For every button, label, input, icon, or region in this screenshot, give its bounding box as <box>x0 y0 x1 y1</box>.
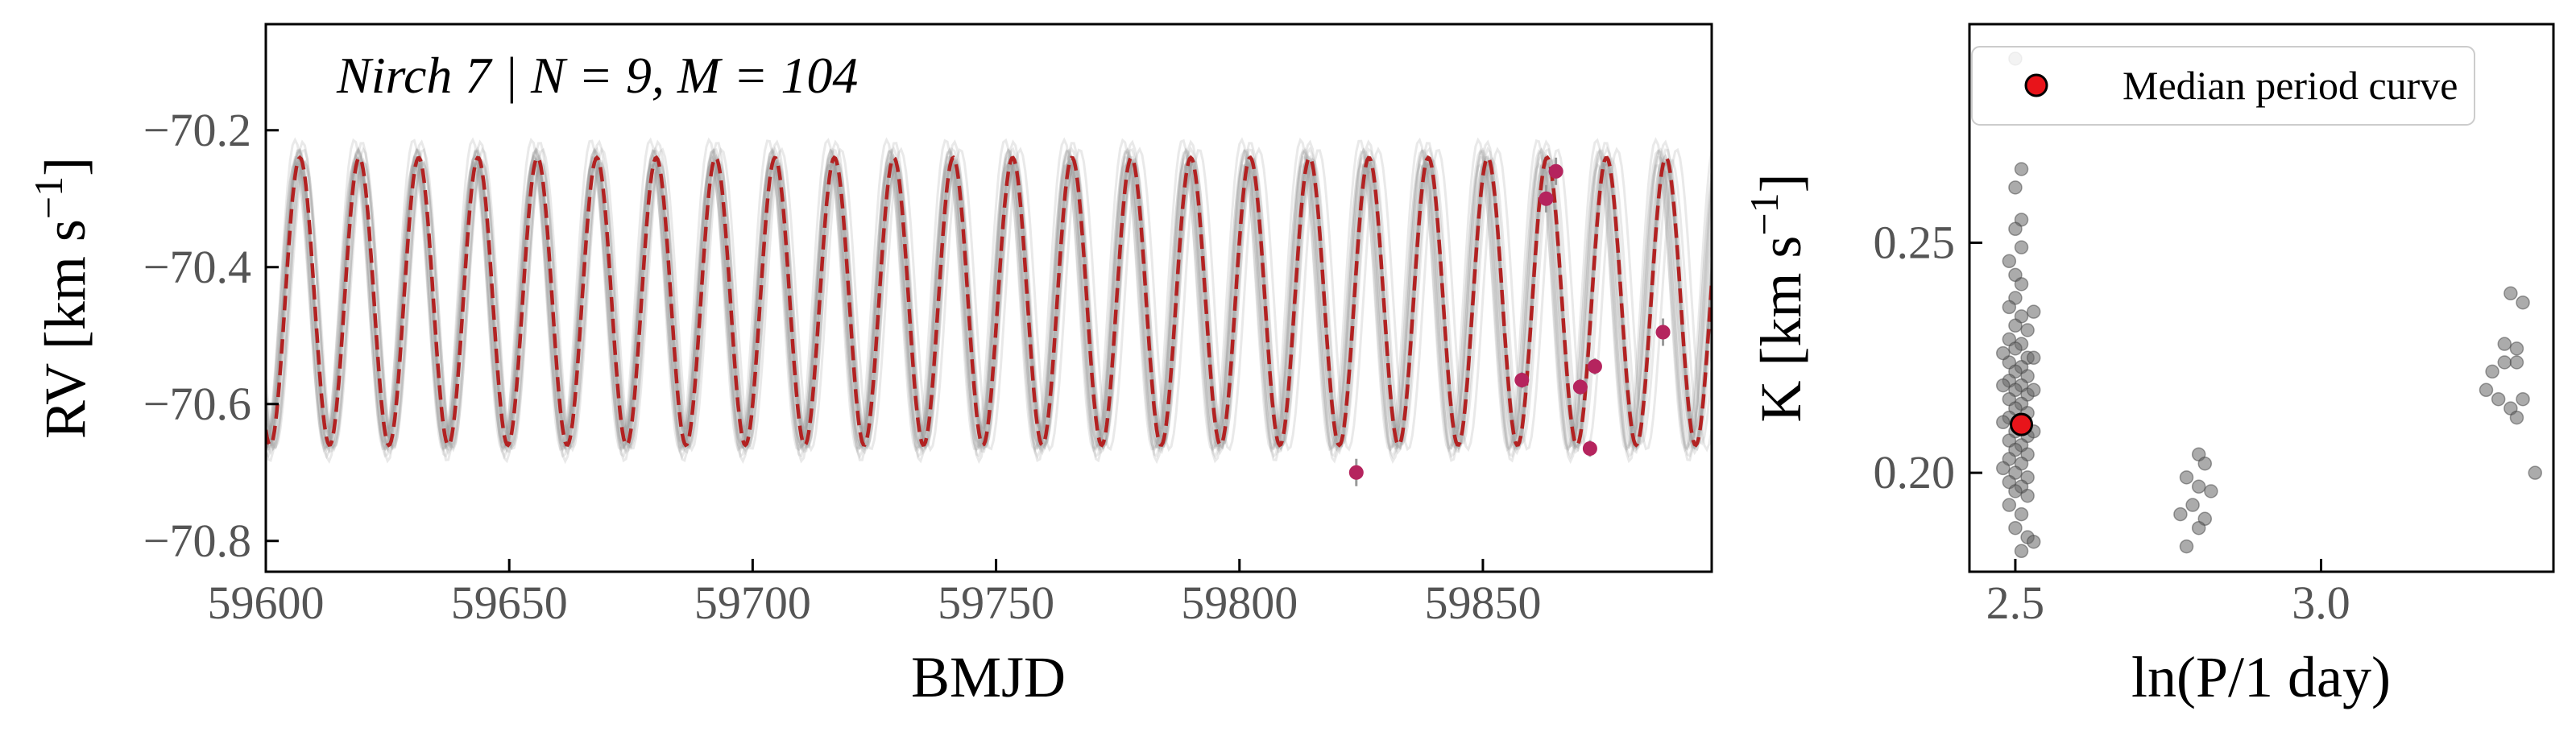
period-sample-point <box>2528 465 2542 480</box>
k-period-plot-frame <box>1968 23 2555 573</box>
rv-y-tick-label: −70.6 <box>143 378 251 430</box>
rv-sample-curve <box>266 159 1712 432</box>
rv-x-tick-label: 59800 <box>1181 577 1298 629</box>
rv-x-tick-label: 59600 <box>208 577 325 629</box>
period-sample-point <box>2497 355 2512 370</box>
period-sample-point <box>2497 337 2512 351</box>
period-sample-point <box>2173 507 2188 522</box>
rv-x-axis-label: BMJD <box>911 645 1066 709</box>
legend: Median period curve <box>1971 46 2475 126</box>
period-sample-point <box>2179 470 2194 485</box>
period-sample-point <box>1996 461 2011 476</box>
k-period-x-tick-label: 2.5 <box>1986 577 2045 629</box>
rv-data-point <box>1548 163 1563 179</box>
period-sample-point <box>1996 415 2011 430</box>
rv-sample-curve <box>266 157 1712 448</box>
rv-data-point <box>1514 373 1530 387</box>
k-period-y-tick-label: 0.20 <box>1874 446 1956 498</box>
rv-y-tick-label: −70.2 <box>143 104 251 156</box>
rv-data-point <box>1539 191 1554 206</box>
rv-median-curve <box>266 155 1712 448</box>
period-sample-point <box>2020 488 2035 503</box>
rv-x-tick-label: 59650 <box>451 577 568 629</box>
period-sample-point <box>2204 484 2218 498</box>
rv-sample-curve <box>266 161 1712 445</box>
period-sample-point <box>2014 507 2029 522</box>
period-sample-point <box>2014 162 2029 176</box>
period-sample-point <box>2002 300 2017 315</box>
period-sample-point <box>2020 323 2035 337</box>
k-period-x-tick-label: 3.0 <box>2292 577 2350 629</box>
rv-data-point <box>1587 359 1602 374</box>
legend-box <box>1971 46 2475 126</box>
period-sample-point <box>1996 378 2011 393</box>
legend-label-median: Median period curve <box>2123 63 2458 108</box>
period-sample-point <box>2509 341 2524 356</box>
period-sample-point <box>2002 498 2017 512</box>
period-sample-point <box>2026 350 2041 366</box>
period-sample-point <box>2014 240 2029 254</box>
rv-data-point <box>1655 325 1671 340</box>
period-sample-point <box>2014 544 2029 559</box>
period-sample-point <box>2509 410 2524 425</box>
period-sample-point <box>2191 520 2206 535</box>
rv-plot-area <box>266 137 1712 486</box>
period-sample-point <box>2008 318 2023 333</box>
rv-x-tick-label: 59700 <box>694 577 811 629</box>
median-period-point <box>2010 412 2034 436</box>
period-sample-point <box>2509 355 2524 370</box>
rv-x-tick-label: 59850 <box>1424 577 1541 629</box>
rv-panel: 59600 59650 59700 59750 59800 59850 −70.2 −70.4… <box>26 23 1713 709</box>
rv-sample-curve <box>266 154 1712 460</box>
rv-sample-curve <box>266 147 1712 465</box>
period-sample-point <box>2491 391 2506 407</box>
rv-sample-curve <box>266 160 1712 436</box>
rv-plot-frame <box>264 23 1713 573</box>
k-period-y-axis-label: K [km s−1] <box>1741 173 1813 422</box>
rv-sample-curve <box>266 147 1712 453</box>
rv-y-axis-label: RV [km s−1] <box>26 157 97 439</box>
rv-sample-curve <box>266 137 1712 453</box>
period-sample-point <box>2516 391 2530 407</box>
rv-ticks: 59600 59650 59700 59750 59800 59850 −70.2 −70.4… <box>143 104 1542 629</box>
period-sample-point <box>2008 180 2023 195</box>
period-sample-point <box>2026 304 2041 319</box>
period-sample-point <box>2485 364 2499 379</box>
rv-data-point <box>1348 465 1364 480</box>
rv-panel-title: Nirch 7 | N = 9, M = 104 <box>336 47 858 104</box>
period-sample-point <box>2026 382 2041 398</box>
period-sample-point <box>2014 277 2029 292</box>
k-period-panel: 2.5 3.0 0.20 0.25 Median period curve ln(P/… <box>1741 23 2555 709</box>
rv-y-tick-label: −70.4 <box>143 241 251 293</box>
period-sample-point <box>2191 479 2206 494</box>
period-sample-point <box>2197 456 2213 471</box>
k-period-ticks: 2.5 3.0 0.20 0.25 <box>1874 216 2350 629</box>
period-sample-point <box>2479 382 2494 398</box>
period-sample-point <box>2008 341 2023 356</box>
k-period-plot-area <box>1996 52 2542 559</box>
period-sample-point <box>2504 286 2518 301</box>
rv-sample-curve <box>266 147 1712 451</box>
period-sample-point <box>2008 520 2023 535</box>
period-sample-point <box>2185 498 2200 512</box>
k-period-x-axis-label: ln(P/1 day) <box>2131 645 2391 709</box>
rv-y-tick-label: −70.8 <box>143 515 251 567</box>
rv-x-tick-label: 59750 <box>938 577 1054 629</box>
period-sample-point <box>2516 295 2530 310</box>
period-sample-point <box>2008 484 2023 498</box>
period-sample-point <box>2179 539 2194 554</box>
rv-data-point <box>1572 379 1588 395</box>
period-sample-point <box>2026 535 2041 549</box>
k-period-y-tick-label: 0.25 <box>1874 216 1956 268</box>
period-sample-point <box>2002 254 2017 269</box>
period-sample-point <box>2008 221 2023 237</box>
rv-sample-curve <box>266 156 1712 439</box>
period-sample-point <box>1996 345 2011 361</box>
rv-data-point <box>1582 441 1597 456</box>
legend-marker-median <box>2024 73 2048 97</box>
